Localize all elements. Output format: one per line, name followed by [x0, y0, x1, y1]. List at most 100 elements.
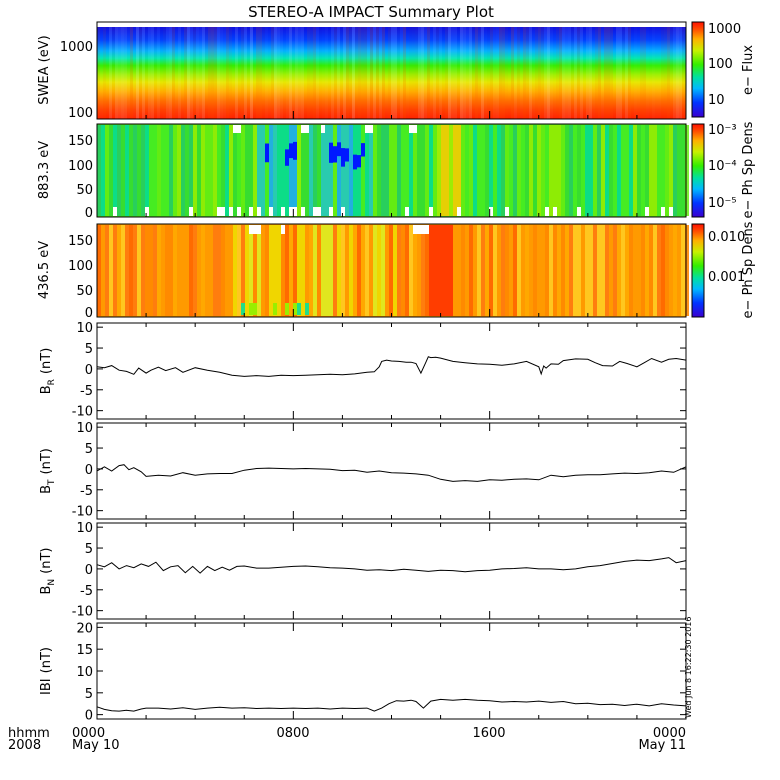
- swea-streak: [331, 27, 334, 119]
- swea-streak: [172, 27, 175, 119]
- pad883-column: [277, 125, 281, 216]
- pad436-column: [477, 225, 481, 316]
- pad436-column: [173, 225, 177, 316]
- pad883-column: [257, 125, 261, 216]
- pad883-gap: [661, 207, 665, 216]
- pad883-gap: [489, 207, 493, 216]
- pad883-column: [429, 125, 433, 216]
- pad883-gap: [293, 207, 297, 216]
- pad883-low-density: [289, 143, 293, 159]
- swea-streak: [358, 27, 361, 119]
- pad436-column: [513, 225, 517, 316]
- swea-streak: [229, 27, 232, 119]
- swea-streak: [454, 27, 457, 119]
- pad883-column: [221, 125, 225, 216]
- swea-streak: [592, 27, 595, 119]
- swea-colorbar-tick: 100: [708, 57, 733, 72]
- pad883-column: [481, 125, 485, 216]
- pad883-column: [629, 125, 633, 216]
- pad883-column: [493, 125, 497, 216]
- pad436-column: [369, 225, 373, 316]
- pad436-column: [265, 225, 269, 316]
- pad436-low-density: [253, 303, 257, 315]
- pad436-column: [405, 225, 409, 316]
- pad436-column: [289, 225, 293, 316]
- pad436-column: [325, 225, 329, 316]
- pad436-column: [261, 225, 265, 316]
- pad436-column: [137, 225, 141, 316]
- creation-stamp: Wed Jun 8 16:22:30 2016: [684, 617, 693, 719]
- swea-streak: [553, 27, 556, 119]
- pad883-gap: [301, 125, 305, 133]
- pad883-colorbar-gradient: [691, 123, 705, 218]
- pad883-column: [133, 125, 137, 216]
- swea-streak: [652, 27, 655, 119]
- swea-streak: [424, 27, 427, 119]
- swea-streak: [250, 27, 253, 119]
- swea-streak: [457, 27, 460, 119]
- pad883-column: [205, 125, 209, 216]
- pad883-ytick-label: 150: [68, 134, 93, 149]
- pad883-colorbar-tick: 10⁻⁵: [708, 196, 737, 211]
- swea-streak: [97, 27, 100, 119]
- bt-ytick-label: 5: [85, 442, 93, 457]
- swea-colorbar-tick: 1000: [708, 22, 741, 37]
- swea-streak: [160, 27, 163, 119]
- swea-streak: [499, 27, 502, 119]
- swea-streak: [664, 27, 667, 119]
- pad436-column: [461, 225, 465, 316]
- swea-streak: [184, 27, 187, 119]
- pad436-column: [377, 225, 381, 316]
- pad883-column: [265, 125, 269, 216]
- pad436-column: [241, 225, 245, 316]
- pad883-column: [225, 125, 229, 216]
- swea-streak: [193, 27, 196, 119]
- pad436-column: [609, 225, 613, 316]
- pad883-column: [597, 125, 601, 216]
- swea-streak: [277, 27, 280, 119]
- swea-streak: [637, 27, 640, 119]
- pad436-column: [457, 225, 461, 316]
- pad436-column: [489, 225, 493, 316]
- swea-streak: [163, 27, 166, 119]
- pad883-column: [125, 125, 129, 216]
- swea-streak: [352, 27, 355, 119]
- pad883-column: [385, 125, 389, 216]
- pad883-column: [541, 125, 545, 216]
- pad436-column: [177, 225, 181, 316]
- pad436-column: [361, 225, 365, 316]
- swea-streak: [226, 27, 229, 119]
- bn-ytick-label: 5: [85, 542, 93, 557]
- pad883-column: [649, 125, 653, 216]
- swea-streak: [145, 27, 148, 119]
- pad883-column: [333, 125, 337, 216]
- pad436-column: [553, 225, 557, 316]
- swea-streak: [475, 27, 478, 119]
- swea-ylabel: SWEA (eV): [37, 35, 52, 104]
- pad883-column: [245, 125, 249, 216]
- swea-streak: [376, 27, 379, 119]
- pad436-column: [585, 225, 589, 316]
- swea-streak: [580, 27, 583, 119]
- pad883-gap: [237, 125, 241, 133]
- pad883-column: [437, 125, 441, 216]
- swea-streak: [148, 27, 151, 119]
- swea-streak: [451, 27, 454, 119]
- pad883-column: [593, 125, 597, 216]
- pad883-column: [613, 125, 617, 216]
- swea-streak: [142, 27, 145, 119]
- pad436-column: [529, 225, 533, 316]
- swea-streak: [670, 27, 673, 119]
- swea-streak: [109, 27, 112, 119]
- swea-streak: [220, 27, 223, 119]
- swea-streak: [295, 27, 298, 119]
- swea-streak: [370, 27, 373, 119]
- pad436-colorbar-gradient: [691, 223, 705, 318]
- swea-streak: [214, 27, 217, 119]
- swea-colorbar-label: e− Flux: [741, 45, 756, 95]
- bmag-ytick-label: 0: [85, 709, 93, 724]
- swea-streak: [181, 27, 184, 119]
- swea-streak: [625, 27, 628, 119]
- pad883-low-density: [337, 142, 341, 157]
- pad883-column: [101, 125, 105, 216]
